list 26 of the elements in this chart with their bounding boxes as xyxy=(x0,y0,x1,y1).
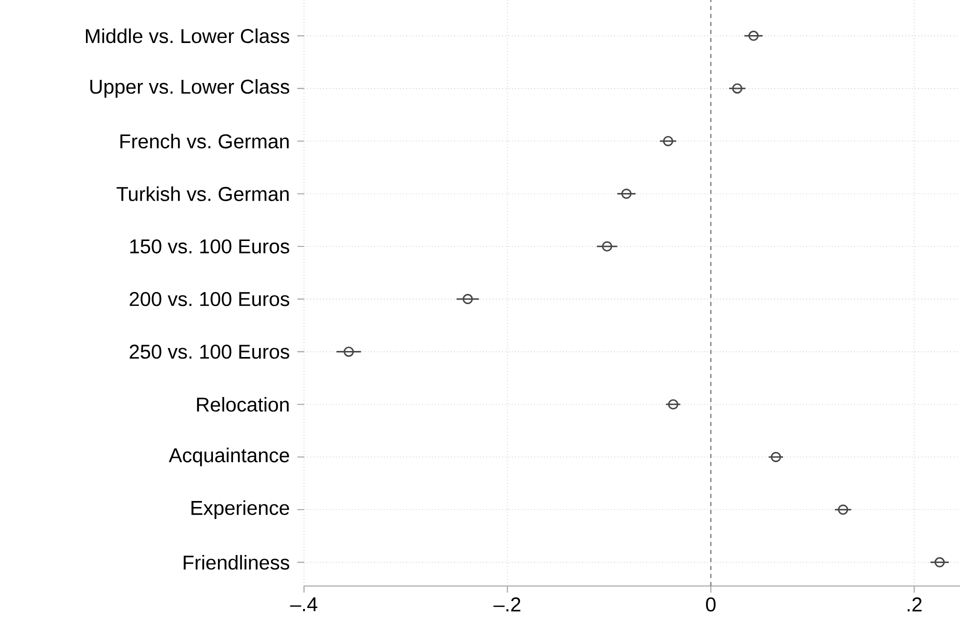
point xyxy=(732,83,742,94)
y-tick-label: Relocation xyxy=(197,397,289,412)
y-tick-label: Middle vs. Lower Class xyxy=(86,28,290,44)
x-tick-label: –.4 xyxy=(290,597,318,612)
y-tick-label: French vs. German xyxy=(120,134,289,148)
point xyxy=(668,399,678,410)
y-tick-label: 150 vs. 100 Euros xyxy=(130,239,290,254)
y-tick-label: Experience xyxy=(192,500,290,519)
point xyxy=(662,136,674,146)
point xyxy=(602,241,612,252)
y-tick-label: 250 vs. 100 Euros xyxy=(130,344,290,359)
point xyxy=(934,557,945,568)
point xyxy=(621,188,632,199)
y-tick-label: Acquaintance xyxy=(168,448,290,466)
x-tick-label: –.2 xyxy=(494,597,520,612)
point xyxy=(748,30,759,41)
y-tick-label: Friendliness xyxy=(184,554,290,570)
point xyxy=(344,346,354,357)
y-tick-label: 200 vs. 100 Euros xyxy=(130,292,290,306)
x-tick-label: 0 xyxy=(706,597,716,612)
y-tick-label: Turkish vs. German xyxy=(116,186,289,202)
point xyxy=(770,452,782,462)
y-tick-label: Upper vs. Lower Class xyxy=(90,79,290,98)
x-tick-label: .2 xyxy=(908,597,922,612)
point xyxy=(838,504,848,515)
point xyxy=(462,294,473,304)
